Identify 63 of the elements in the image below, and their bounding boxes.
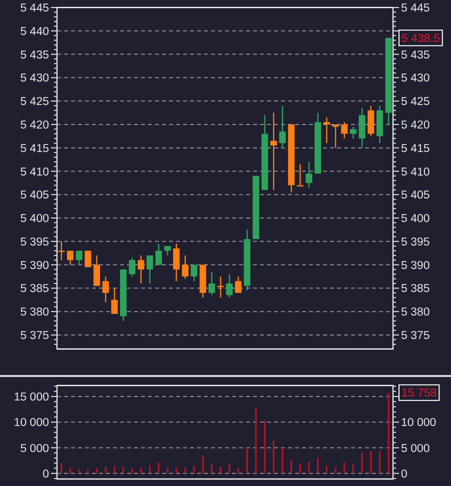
text: 15 758 <box>402 388 437 400</box>
y-tick-label: 5 435 <box>20 49 49 62</box>
y2-tick-label: 5 395 <box>401 236 430 248</box>
y2-tick-label: 5 425 <box>401 96 430 108</box>
y-tick-label: 5 375 <box>20 330 49 342</box>
y2-tick-label: 5 420 <box>401 119 430 132</box>
candlestick <box>226 274 233 298</box>
candlestick <box>208 271 216 296</box>
candlestick <box>94 254 100 286</box>
candlestick <box>102 276 109 303</box>
y-tick-label: 5 385 <box>20 283 49 296</box>
y-tick-label: 10 000 <box>14 417 49 430</box>
candlestick <box>128 257 136 278</box>
candlestick <box>358 107 366 148</box>
y-tick-label: 0 <box>42 468 49 480</box>
candlestick <box>76 250 82 266</box>
text: 5 438.5 <box>402 32 440 45</box>
y-tick-label: 5 445 <box>20 2 49 15</box>
candlestick <box>279 105 286 148</box>
y-tick-label: 5 380 <box>20 306 49 319</box>
candlestick <box>182 254 188 280</box>
y2-tick-label: 5 380 <box>401 306 430 319</box>
y-tick-label: 15 000 <box>14 392 49 404</box>
y-tick-label: 5 430 <box>20 72 49 85</box>
candlestick <box>350 126 356 140</box>
candlestick <box>341 122 348 140</box>
candlestick <box>234 276 242 294</box>
candlestick <box>368 105 374 137</box>
y2-tick-label: 5 405 <box>401 190 430 202</box>
y-tick-label: 5 400 <box>20 213 49 226</box>
candlestick <box>164 245 171 256</box>
candlestick <box>66 250 74 266</box>
candlestick <box>111 288 118 315</box>
y-tick-label: 5 440 <box>20 26 49 38</box>
y-tick-label: 5 425 <box>20 96 49 108</box>
candlestick <box>270 112 277 191</box>
candlestick <box>190 264 198 282</box>
y2-tick-label: 5 435 <box>401 49 430 62</box>
y2-tick-label: 10 000 <box>401 417 436 430</box>
candlestick <box>332 124 339 148</box>
y2-tick-label: 5 390 <box>401 260 430 272</box>
y-tick-label: 5 420 <box>20 119 49 132</box>
y-tick-label: 5 000 <box>20 442 49 455</box>
y-tick-label: 5 395 <box>20 236 49 248</box>
y2-tick-label: 5 430 <box>401 72 430 85</box>
candlestick <box>138 254 144 284</box>
y-tick-label: 5 405 <box>20 190 49 202</box>
y2-tick-label: 5 445 <box>401 2 430 15</box>
y2-tick-label: 5 400 <box>401 213 430 226</box>
y2-tick-label: 5 385 <box>401 283 430 296</box>
y2-tick-label: 5 415 <box>401 142 430 155</box>
y-tick-label: 5 415 <box>20 142 49 155</box>
y-tick-label: 5 410 <box>20 166 49 178</box>
candlestick <box>173 243 180 282</box>
candlestick <box>323 116 330 144</box>
y2-tick-label: 0 <box>401 468 408 480</box>
y2-tick-label: 5 375 <box>401 330 430 342</box>
y-tick-label: 5 390 <box>20 260 49 272</box>
y2-tick-label: 5 410 <box>401 166 430 178</box>
candlestick <box>155 243 162 266</box>
candlestick <box>146 254 154 284</box>
y2-tick-label: 5 000 <box>401 442 430 455</box>
candlestick <box>306 161 312 188</box>
